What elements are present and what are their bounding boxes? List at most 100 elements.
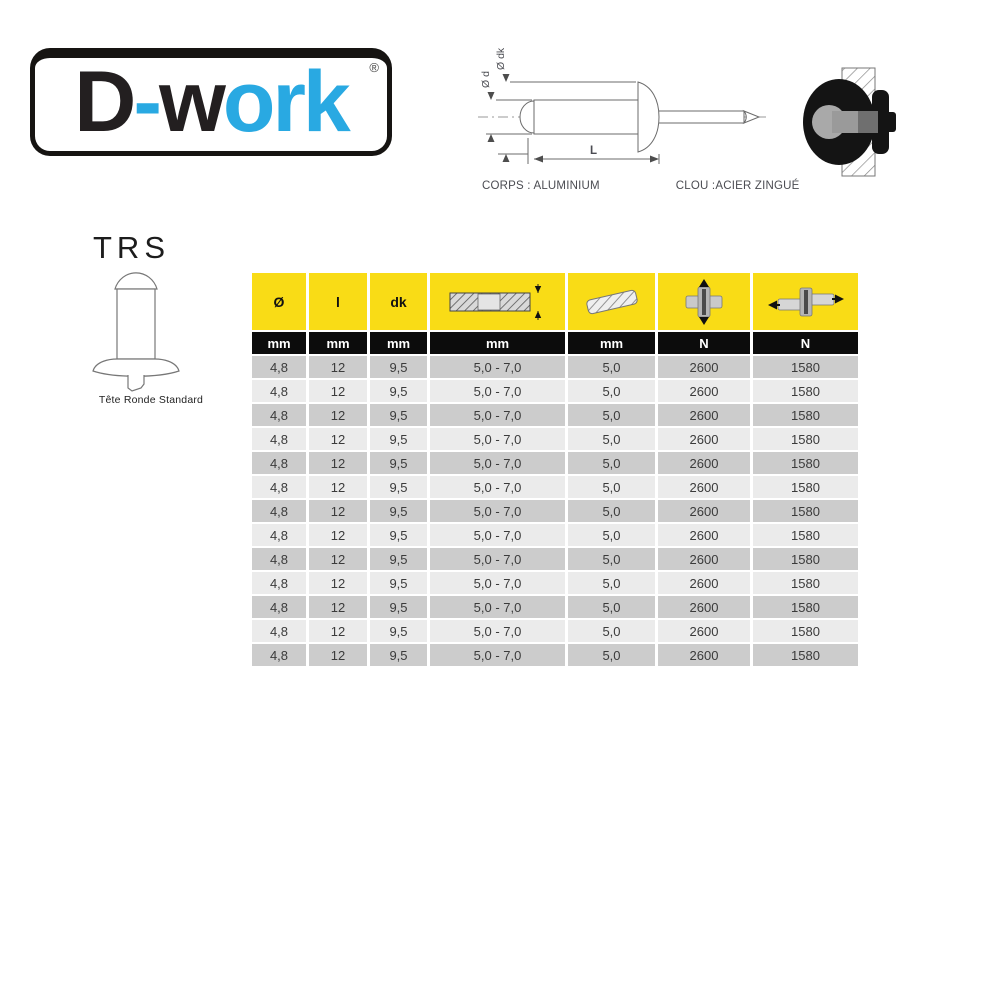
spec-cell: 9,5 <box>370 476 427 498</box>
spec-cell: 5,0 - 7,0 <box>430 572 565 594</box>
material-captions: CORPS : ALUMINIUM CLOU :ACIER ZINGUÉ <box>458 180 799 192</box>
dim-label-L: L <box>590 145 597 157</box>
col-head-diameter-symbol: dk <box>370 273 427 330</box>
unit-cell: mm <box>370 332 427 354</box>
spec-cell: 4,8 <box>252 404 306 426</box>
spec-cell: 1580 <box>753 452 858 474</box>
spec-cell: 4,8 <box>252 644 306 666</box>
spec-cell: 1580 <box>753 548 858 570</box>
spec-cell: 5,0 - 7,0 <box>430 356 565 378</box>
spec-row: 4,8 12 9,5 5,0 - 7,0 5,0 2600 1580 <box>252 572 858 594</box>
spec-row: 4,8 12 9,5 5,0 - 7,0 5,0 2600 1580 <box>252 404 858 426</box>
dim-label-dk: Ø dk <box>495 47 507 70</box>
spec-cell: 4,8 <box>252 476 306 498</box>
spec-cell: 2600 <box>658 500 750 522</box>
spec-cell: 1580 <box>753 596 858 618</box>
body-material-label: CORPS : ALUMINIUM <box>482 180 600 192</box>
spec-cell: 5,0 <box>568 500 655 522</box>
spec-cell: 2600 <box>658 596 750 618</box>
spec-cell: 1580 <box>753 380 858 402</box>
spec-cell: 2600 <box>658 572 750 594</box>
col-length-symbol: l <box>309 273 367 330</box>
unit-cell: mm <box>309 332 367 354</box>
dim-label-d: Ø d <box>480 71 492 88</box>
spec-cell: 4,8 <box>252 500 306 522</box>
spec-row: 4,8 12 9,5 5,0 - 7,0 5,0 2600 1580 <box>252 380 858 402</box>
clamping-range-icon <box>449 283 541 320</box>
unit-cell: N <box>753 332 858 354</box>
spec-cell: 2600 <box>658 356 750 378</box>
spec-cell: 9,5 <box>370 380 427 402</box>
spec-cell: 9,5 <box>370 572 427 594</box>
spec-row: 4,8 12 9,5 5,0 - 7,0 5,0 2600 1580 <box>252 356 858 378</box>
spec-cell: 1580 <box>753 572 858 594</box>
spec-cell: 5,0 - 7,0 <box>430 500 565 522</box>
spec-cell: 12 <box>309 572 367 594</box>
spec-header-symbols: Ø l dk <box>252 273 858 330</box>
spec-cell: 5,0 <box>568 620 655 642</box>
spec-cell: 5,0 <box>568 644 655 666</box>
spec-cell: 4,8 <box>252 452 306 474</box>
spec-cell: 9,5 <box>370 524 427 546</box>
spec-cell: 9,5 <box>370 404 427 426</box>
spec-row: 4,8 12 9,5 5,0 - 7,0 5,0 2600 1580 <box>252 620 858 642</box>
spec-cell: 12 <box>309 524 367 546</box>
spec-table-body: 4,8 12 9,5 5,0 - 7,0 5,0 2600 1580 4,8 12 9,5 5,0 … <box>252 356 858 666</box>
spec-cell: 5,0 <box>568 452 655 474</box>
logo-letter-w: w <box>159 53 226 150</box>
spec-cell: 5,0 - 7,0 <box>430 476 565 498</box>
spec-cell: 12 <box>309 644 367 666</box>
spec-cell: 1580 <box>753 644 858 666</box>
brand-logo: ® D-work <box>30 48 392 156</box>
spec-cell: 2600 <box>658 548 750 570</box>
spec-cell: 1580 <box>753 404 858 426</box>
tensile-strength-icon <box>685 278 723 325</box>
spec-cell: 5,0 - 7,0 <box>430 404 565 426</box>
spec-cell: 12 <box>309 404 367 426</box>
spec-cell: 4,8 <box>252 572 306 594</box>
unit-cell: mm <box>568 332 655 354</box>
spec-row: 4,8 12 9,5 5,0 - 7,0 5,0 2600 1580 <box>252 500 858 522</box>
spec-cell: 12 <box>309 452 367 474</box>
nail-material-label: CLOU :ACIER ZINGUÉ <box>675 180 800 192</box>
spec-cell: 1580 <box>753 620 858 642</box>
spec-cell: 4,8 <box>252 380 306 402</box>
spec-cell: 5,0 - 7,0 <box>430 548 565 570</box>
spec-row: 4,8 12 9,5 5,0 - 7,0 5,0 2600 1580 <box>252 644 858 666</box>
spec-cell: 5,0 - 7,0 <box>430 596 565 618</box>
rivet-dimension-drawing: Ø d Ø dk L <box>478 47 766 164</box>
spec-cell: 12 <box>309 428 367 450</box>
shear-strength-icon <box>767 287 844 316</box>
spec-cell: 1580 <box>753 500 858 522</box>
logo-text: D-work <box>74 59 350 151</box>
spec-table: Ø l dk <box>249 271 861 668</box>
spec-row: 4,8 12 9,5 5,0 - 7,0 5,0 2600 1580 <box>252 452 858 474</box>
spec-cell: 9,5 <box>370 548 427 570</box>
spec-row: 4,8 12 9,5 5,0 - 7,0 5,0 2600 1580 <box>252 596 858 618</box>
spec-cell: 12 <box>309 596 367 618</box>
rivet-side-illustration <box>92 272 180 392</box>
product-caption: Tête Ronde Standard <box>98 394 204 406</box>
spec-cell: 5,0 - 7,0 <box>430 620 565 642</box>
installed-rivet-illustration <box>803 67 896 177</box>
spec-cell: 5,0 <box>568 380 655 402</box>
spec-cell: 9,5 <box>370 596 427 618</box>
spec-cell: 4,8 <box>252 428 306 450</box>
spec-cell: 9,5 <box>370 428 427 450</box>
spec-cell: 1580 <box>753 428 858 450</box>
spec-cell: 12 <box>309 356 367 378</box>
spec-cell: 5,0 <box>568 548 655 570</box>
spec-cell: 5,0 <box>568 476 655 498</box>
unit-cell: mm <box>252 332 306 354</box>
spec-cell: 5,0 - 7,0 <box>430 380 565 402</box>
spec-cell: 2600 <box>658 452 750 474</box>
spec-cell: 4,8 <box>252 596 306 618</box>
spec-cell: 5,0 <box>568 404 655 426</box>
spec-cell: 5,0 - 7,0 <box>430 644 565 666</box>
spec-cell: 12 <box>309 500 367 522</box>
drill-diameter-icon <box>585 289 638 314</box>
spec-row: 4,8 12 9,5 5,0 - 7,0 5,0 2600 1580 <box>252 524 858 546</box>
spec-cell: 9,5 <box>370 356 427 378</box>
col-diameter-symbol: Ø <box>252 273 306 330</box>
